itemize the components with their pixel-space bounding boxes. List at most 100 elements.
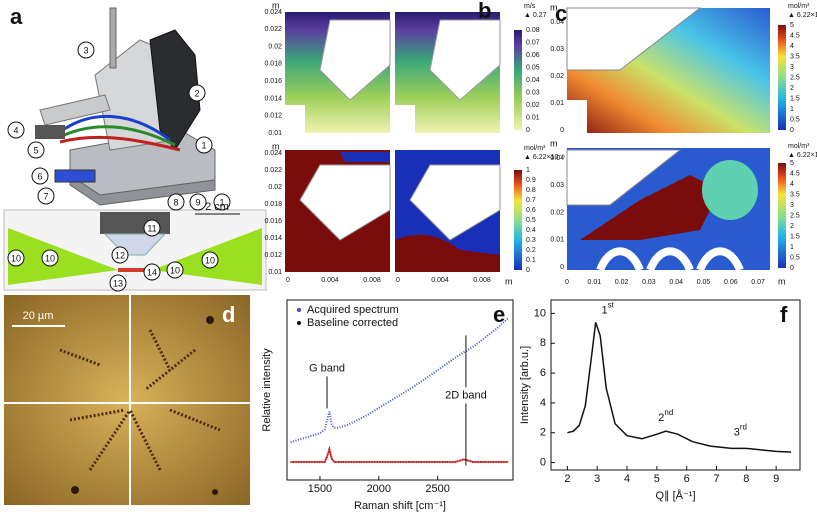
x-axis-label: Raman shift [cm⁻¹]: [354, 500, 446, 512]
callout-circle: [188, 84, 206, 102]
callout-circle: [143, 263, 161, 281]
colorbar-tick: 0.07: [526, 39, 540, 46]
x-tick-label: 0.05: [697, 279, 711, 286]
x-tick-label: 9: [773, 473, 779, 485]
colorbar-tick: 0: [526, 127, 530, 134]
annotation: 2nd: [658, 408, 673, 424]
y-tick-label: 0: [560, 127, 564, 134]
callout-circle: [111, 246, 129, 264]
panel-label: a: [10, 4, 23, 29]
series-line: [290, 445, 509, 463]
colorbar-tick: 3.5: [790, 53, 800, 60]
x-axis-label: Q∥ [Å⁻¹]: [655, 489, 695, 502]
colorbar-max: ▲ 6.22×10⁻⁶: [788, 152, 817, 159]
colorbar-max: ▲ 6.22×10⁻⁶: [788, 12, 817, 19]
y-tick-label: 0.01: [550, 100, 564, 107]
callout-number: 11: [147, 223, 156, 233]
x-tick-label: 0.008: [363, 277, 381, 284]
callout-circle: [189, 193, 207, 211]
concentration-fields: [285, 150, 501, 272]
callout-circle: [37, 187, 55, 205]
c-colorbar-top: [778, 25, 786, 130]
callout-number: 2: [194, 88, 199, 98]
y-tick-label: 2: [540, 427, 546, 439]
y-tick-label: 4: [540, 397, 546, 409]
colorbar-tick: 4: [790, 181, 794, 188]
velocity-fields: [285, 12, 501, 133]
colorbar-tick: 5: [790, 22, 794, 29]
colorbar-tick: 1: [790, 244, 794, 251]
callout-number: 10: [170, 265, 180, 275]
colorbar-tick: 4.5: [790, 32, 800, 39]
colorbar-tick: 0.04: [526, 77, 540, 84]
annotation: 1st: [601, 301, 614, 317]
colorbar-tick: 0.06: [526, 52, 540, 59]
colorbar-tick: 1: [526, 167, 530, 174]
y-tick-label: 0.014: [264, 235, 282, 242]
callout-number: 6: [37, 171, 42, 181]
x-tick-label: 0: [396, 277, 400, 284]
callout-number: 10: [45, 253, 55, 263]
x-tick-label: 7: [713, 473, 719, 485]
velocity-colorbar: [514, 30, 522, 130]
y-tick-label: 0.024: [264, 150, 282, 157]
x-tick-label: 0.03: [642, 279, 656, 286]
callout-number: 13: [113, 278, 123, 288]
colorbar-tick: 5: [790, 160, 794, 167]
colorbar-tick: 0.08: [526, 27, 540, 34]
callout-circle: [27, 141, 45, 159]
colorbar-tick: 0.8: [526, 187, 536, 194]
axis-unit: m: [272, 0, 280, 10]
y-tick-label: 0.02: [550, 73, 564, 80]
y-tick-label: 0.016: [264, 218, 282, 225]
colorbar-tick: 0.01: [526, 114, 540, 121]
y-tick-label: 0.016: [264, 78, 282, 85]
y-tick-label: 0.022: [264, 26, 282, 33]
y-tick-label: 0.02: [550, 209, 564, 216]
colorbar-tick: 1.5: [790, 233, 800, 240]
colorbar-tick: 4.5: [790, 170, 800, 177]
colorbar-tick: 0.5: [790, 254, 800, 261]
colorbar-tick: 0: [526, 267, 530, 274]
colorbar-tick: 2: [790, 223, 794, 230]
panel-label: c: [555, 1, 567, 26]
legend-marker: [297, 321, 301, 325]
plot-frame: [550, 299, 801, 471]
colorbar-tick: 0.1: [526, 257, 536, 264]
y-tick-label: 0.03: [550, 46, 564, 53]
x-tick-label: 0.02: [615, 279, 629, 286]
callout-circle: [7, 249, 25, 267]
x-tick-label: 0.004: [431, 277, 449, 284]
colorbar-unit: mol/m³: [788, 143, 810, 150]
axis-unit: m: [505, 276, 513, 286]
colorbar-tick: 2.5: [790, 74, 800, 81]
annotation: 2D band: [445, 389, 487, 401]
callout-number: 1: [219, 197, 224, 207]
panel-label: b: [478, 0, 491, 23]
panel-label: e: [493, 302, 505, 327]
colorbar-tick: 0: [790, 127, 794, 134]
legend-label: Baseline corrected: [307, 317, 398, 329]
callout-number: 12: [115, 250, 125, 260]
colorbar-tick: 0: [790, 265, 794, 272]
colorbar-tick: 3.5: [790, 191, 800, 198]
axis-unit: m: [550, 2, 558, 12]
y-tick-label: 0.01: [550, 237, 564, 244]
scale-label: 20 µm: [23, 310, 54, 322]
annotation-sup: st: [608, 301, 615, 310]
axis-unit: m: [272, 141, 280, 151]
callout-circle: [195, 136, 213, 154]
x-tick-label: 2000: [367, 483, 391, 495]
cell-fields: [566, 7, 770, 272]
colorbar-unit: mol/m³: [524, 145, 546, 152]
callout-number: 4: [13, 125, 18, 135]
colorbar-tick: 0.9: [526, 177, 536, 184]
x-tick-label: 0: [286, 277, 290, 284]
panel-label: f: [780, 302, 788, 327]
callout-number: 5: [33, 145, 38, 155]
annotation-text: 2: [658, 412, 664, 424]
y-tick-label: 10: [534, 307, 546, 319]
series-line: [290, 317, 509, 444]
x-tick-label: 8: [743, 473, 749, 485]
